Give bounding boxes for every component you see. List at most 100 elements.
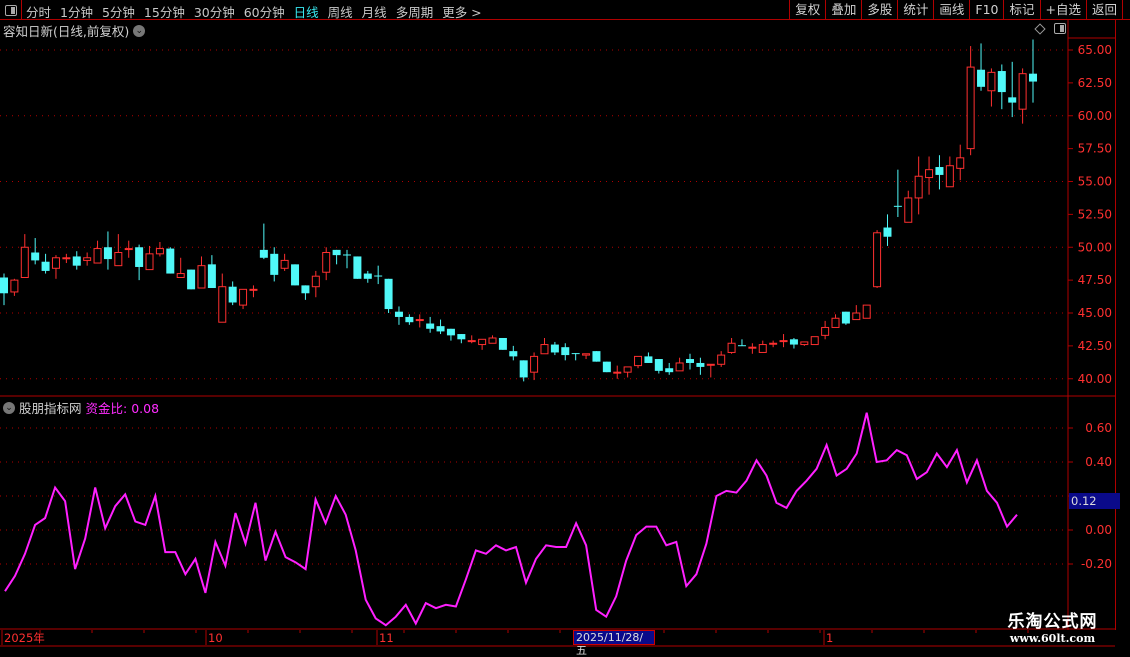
candle-body-up: [582, 353, 591, 356]
candle-body-up: [634, 355, 643, 367]
price-tick-label: 42.50: [1078, 339, 1112, 353]
candle-body-up: [717, 354, 726, 365]
candle-body-down: [103, 247, 112, 260]
candle-body-down: [883, 227, 892, 237]
candle-body-down: [228, 286, 237, 303]
indicator-value: 资金比: 0.08: [85, 401, 160, 416]
candle-body-up: [873, 232, 882, 288]
candle-body-up: [800, 341, 809, 346]
candle-body-down: [72, 256, 81, 266]
toolbar-actions: 复权 叠加 多股 统计 画线 F10 标记 +自选 返回: [789, 0, 1130, 20]
candle-body-up: [821, 326, 830, 336]
candle-body-up: [467, 340, 476, 343]
candle-body-up: [852, 312, 861, 321]
date-label: 11: [379, 631, 394, 645]
toolbar-button[interactable]: 返回: [1085, 0, 1123, 20]
candle-body-up: [83, 257, 92, 261]
toolbar-button[interactable]: 多股: [861, 0, 897, 20]
candle-body-down: [187, 269, 196, 290]
toolbar-button[interactable]: 标记: [1003, 0, 1039, 20]
panel-toggle-button[interactable]: [0, 0, 22, 20]
candle-body-up: [124, 248, 133, 251]
candle-body-up: [914, 175, 923, 199]
tab-period[interactable]: 60分钟: [243, 5, 285, 20]
candle-body-up: [727, 342, 736, 353]
price-tick-label: 57.50: [1078, 142, 1112, 156]
candle-body-up: [769, 342, 778, 345]
date-label: 1: [826, 631, 833, 645]
candle-body-down: [602, 361, 611, 373]
candle-body-down: [426, 323, 435, 329]
period-tabs: 分时 1分钟 5分钟 15分钟 30分钟 60分钟 日线 周线 月线 多周期 更多 >: [26, 2, 482, 21]
candle-body-down: [841, 311, 850, 324]
toolbar-button[interactable]: F10: [969, 0, 1003, 20]
price-tick-label: 55.00: [1078, 175, 1112, 189]
candle-body-down: [644, 356, 653, 363]
tab-period[interactable]: 月线: [361, 5, 387, 20]
toolbar-button[interactable]: +自选: [1039, 0, 1086, 20]
candle-body-up: [904, 197, 913, 223]
cursor-value-label: 0.12: [1069, 493, 1120, 509]
candle-body-down: [353, 256, 362, 279]
tab-period[interactable]: 分时: [26, 5, 52, 20]
candle-body-down: [291, 264, 300, 286]
candle-body-down: [166, 248, 175, 274]
tab-period[interactable]: 5分钟: [101, 5, 135, 20]
candle-body-up: [831, 317, 840, 328]
candle-body-up: [155, 248, 164, 255]
candle-body-down: [935, 167, 944, 175]
toolbar-button[interactable]: 叠加: [825, 0, 861, 20]
candle-body-up: [218, 286, 227, 323]
candle-body-down: [1029, 73, 1037, 82]
price-tick-label: 40.00: [1078, 372, 1112, 386]
chevron-down-icon[interactable]: ⌄: [133, 24, 146, 37]
candle-body-down: [550, 344, 559, 353]
tab-period[interactable]: 周线: [327, 5, 353, 20]
chart-title: 容知日新(日线,前复权) ⌄: [3, 21, 146, 40]
chart-tools: [1034, 22, 1066, 35]
candle-body-up: [530, 355, 539, 373]
candle-body-up: [145, 253, 154, 271]
candle-body-up: [478, 338, 487, 346]
candle-body-down: [135, 247, 144, 267]
candle-body-down: [301, 285, 310, 294]
candle-body-down: [0, 277, 8, 294]
panel-icon[interactable]: [1054, 23, 1066, 34]
toolbar-button[interactable]: 画线: [933, 0, 969, 20]
price-tick-label: 47.50: [1078, 273, 1112, 287]
toolbar-button[interactable]: 统计: [897, 0, 933, 20]
candle-body-down: [363, 273, 372, 279]
diamond-icon[interactable]: [1034, 22, 1046, 35]
candle-body-up: [488, 337, 497, 344]
tab-period[interactable]: 日线: [293, 5, 319, 20]
candle-body-up: [956, 157, 965, 169]
candle-body-up: [93, 248, 102, 264]
candle-body-up: [62, 257, 71, 260]
candle-body-up: [925, 169, 934, 179]
candle-body-down: [737, 345, 746, 347]
candle-body-down: [498, 337, 507, 350]
side-panel-strip[interactable]: [1115, 20, 1130, 630]
tab-period[interactable]: 15分钟: [143, 5, 185, 20]
candle-body-down: [259, 249, 268, 258]
tab-period[interactable]: 1分钟: [60, 5, 93, 20]
tab-period[interactable]: 30分钟: [193, 5, 235, 20]
candle-body-down: [561, 347, 570, 356]
candle-body-up: [51, 257, 60, 269]
candle-body-up: [675, 362, 684, 372]
tab-period[interactable]: 多周期: [395, 5, 434, 20]
toolbar-button[interactable]: 复权: [789, 0, 825, 20]
indicator-name: 股朋指标网: [19, 401, 82, 416]
panel-icon: [4, 4, 17, 16]
chevron-down-icon[interactable]: ⌄: [3, 401, 15, 414]
candle-body-down: [405, 316, 414, 323]
candle-body-down: [394, 311, 403, 317]
tab-period[interactable]: 更多 >: [442, 5, 482, 20]
candle-body-up: [810, 336, 819, 346]
candle-body-down: [519, 360, 528, 378]
candle-body-down: [665, 368, 674, 373]
price-tick-label: 65.00: [1078, 43, 1112, 57]
candle-body-down: [696, 362, 705, 367]
watermark-logo: 乐淘公式网 www.60lt.com: [985, 607, 1120, 645]
